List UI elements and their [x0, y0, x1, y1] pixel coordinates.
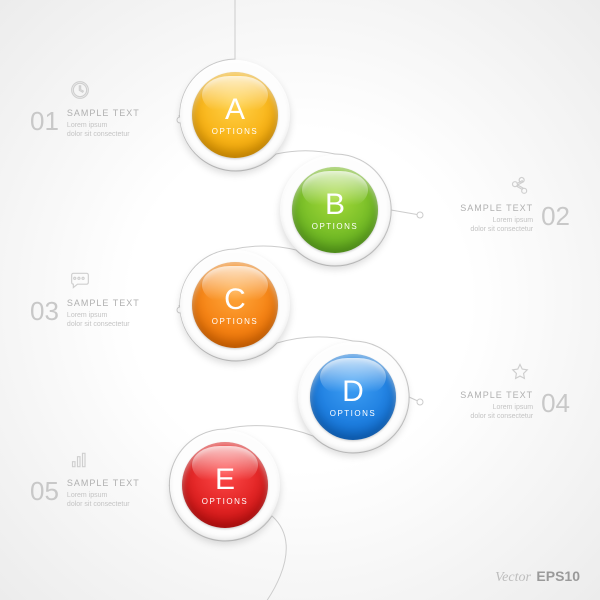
panel-title: SAMPLE TEXT: [460, 390, 533, 400]
panel-03: 03 SAMPLE TEXT Lorem ipsumdolor sit consec…: [30, 270, 180, 330]
node-d: D OPTIONS: [298, 342, 408, 452]
node-rim: [180, 60, 290, 170]
panel-body: Lorem ipsumdolor sit consectetur: [67, 121, 140, 140]
panel-number: 01: [30, 106, 59, 137]
spine-path: [169, 0, 409, 600]
clock-icon: [70, 80, 90, 100]
node-e: E OPTIONS: [170, 430, 280, 540]
panel-text: SAMPLE TEXT Lorem ipsumdolor sit consecte…: [460, 203, 533, 235]
star-icon: [510, 362, 530, 382]
chat-icon: [70, 270, 90, 290]
panel-04: SAMPLE TEXT Lorem ipsumdolor sit consecte…: [420, 362, 570, 422]
node-subtitle: OPTIONS: [212, 127, 259, 136]
panel-body: Lorem ipsumdolor sit consectetur: [67, 311, 140, 330]
panel-text: SAMPLE TEXT Lorem ipsumdolor sit consecte…: [67, 478, 140, 510]
footer-label: Vector: [495, 570, 531, 585]
panel-connector: [409, 397, 420, 402]
node-subtitle: OPTIONS: [202, 497, 249, 506]
panel-title: SAMPLE TEXT: [67, 478, 140, 488]
node-rim: [280, 155, 390, 265]
node-letter: A: [225, 95, 245, 125]
panel-number: 04: [541, 388, 570, 419]
panel-title: SAMPLE TEXT: [67, 108, 140, 118]
node-rim: [298, 342, 408, 452]
share-icon: [510, 175, 530, 195]
node-letter: D: [342, 377, 364, 407]
panel-number: 05: [30, 476, 59, 507]
node-a: A OPTIONS: [180, 60, 290, 170]
panel-05: 05 SAMPLE TEXT Lorem ipsumdolor sit consec…: [30, 450, 180, 510]
panel-text: SAMPLE TEXT Lorem ipsumdolor sit consecte…: [67, 108, 140, 140]
node-c: C OPTIONS: [180, 250, 290, 360]
node-rim: [170, 430, 280, 540]
panel-number: 03: [30, 296, 59, 327]
panel-title: SAMPLE TEXT: [460, 203, 533, 213]
panel-body: Lorem ipsumdolor sit consectetur: [460, 216, 533, 235]
panel-text: SAMPLE TEXT Lorem ipsumdolor sit consecte…: [67, 298, 140, 330]
panel-body: Lorem ipsumdolor sit consectetur: [460, 403, 533, 422]
node-inner: C OPTIONS: [192, 262, 278, 348]
footer-credit: Vector EPS10: [495, 568, 580, 586]
bars-icon: [70, 450, 90, 470]
node-inner: A OPTIONS: [192, 72, 278, 158]
panel-title: SAMPLE TEXT: [67, 298, 140, 308]
node-rim: [180, 250, 290, 360]
panel-02: SAMPLE TEXT Lorem ipsumdolor sit consecte…: [420, 175, 570, 235]
panel-text: SAMPLE TEXT Lorem ipsumdolor sit consecte…: [460, 390, 533, 422]
node-inner: B OPTIONS: [292, 167, 378, 253]
node-letter: B: [325, 190, 345, 220]
node-letter: E: [215, 465, 235, 495]
node-subtitle: OPTIONS: [212, 317, 259, 326]
node-letter: C: [224, 285, 246, 315]
node-b: B OPTIONS: [280, 155, 390, 265]
panel-number: 02: [541, 201, 570, 232]
footer-badge: EPS10: [536, 568, 580, 584]
node-subtitle: OPTIONS: [312, 222, 359, 231]
panel-body: Lorem ipsumdolor sit consectetur: [67, 491, 140, 510]
node-subtitle: OPTIONS: [330, 409, 377, 418]
panel-connector-lines: [169, 115, 423, 493]
panel-01: 01 SAMPLE TEXT Lorem ipsumdolor sit consec…: [30, 80, 180, 140]
infographic: A OPTIONS B OPTIONS C OPTIONS D OPTIONS E OPTIONS…: [0, 0, 600, 600]
node-inner: E OPTIONS: [182, 442, 268, 528]
panel-connector: [391, 210, 420, 215]
node-inner: D OPTIONS: [310, 354, 396, 440]
